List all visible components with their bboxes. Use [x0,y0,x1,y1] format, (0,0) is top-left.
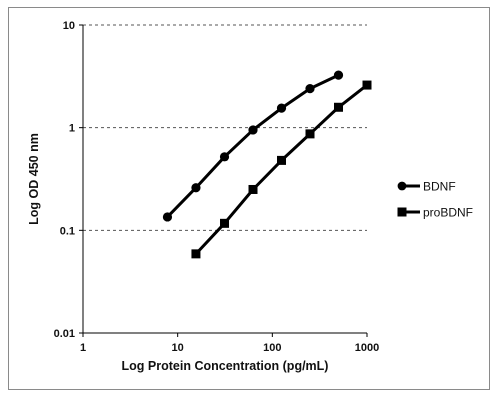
data-point [248,125,258,135]
legend-marker [397,181,407,191]
data-point [334,102,344,112]
y-tick-label: 0.1 [60,225,75,237]
data-point [162,212,173,222]
series-proBDNF [191,80,372,259]
legend-label: BDNF [423,180,456,194]
data-point [277,155,287,165]
data-point [305,84,315,94]
legend-marker [397,207,407,217]
x-axis-title: Log Protein Concentration (pg/mL) [122,359,329,373]
y-tick-label: 10 [63,20,75,32]
data-point [220,218,230,228]
legend-item: BDNF [397,180,456,194]
series-BDNF [162,70,344,222]
legend-label: proBDNF [423,206,473,220]
data-point [362,80,372,90]
series-layer [162,70,372,259]
data-point [333,70,344,80]
x-tick-label: 100 [263,342,281,354]
data-point [191,183,201,193]
legend-item: proBDNF [397,206,473,220]
series-line [165,73,340,219]
data-point [248,184,258,194]
legend: BDNF proBDNF [397,180,473,220]
x-tick-label: 1000 [355,342,379,354]
chart-frame [8,7,490,390]
data-point [191,249,201,259]
data-point [305,129,315,139]
data-point [219,152,230,162]
y-tick-label: 0.01 [54,328,75,340]
tick-labels: 0.01 0.1 1 10 1 10 100 1000 [54,20,380,354]
y-axis-title: Log OD 450 nm [27,133,41,225]
axis-ticks [79,24,368,337]
y-tick-label: 1 [69,123,75,135]
gridlines [83,24,367,231]
x-tick-label: 1 [80,342,86,354]
data-point [276,103,287,113]
x-tick-label: 10 [172,342,184,354]
